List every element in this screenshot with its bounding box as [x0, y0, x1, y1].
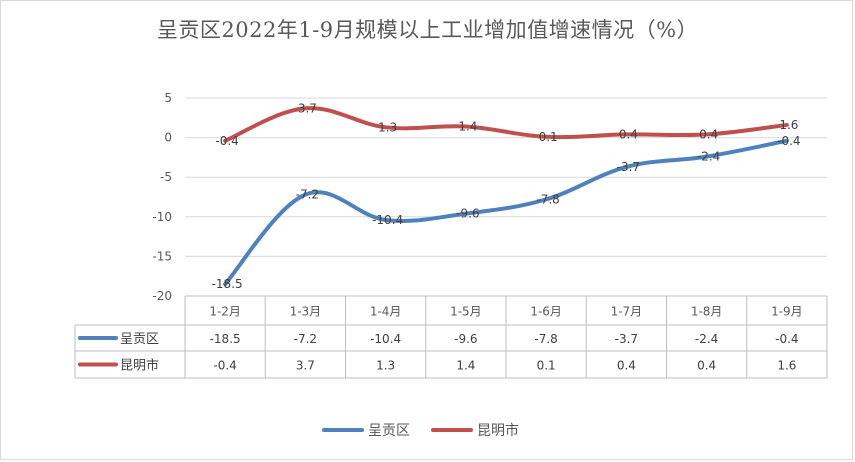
legend: 呈贡区 昆明市 — [0, 420, 855, 440]
data-label: -18.5 — [212, 277, 243, 291]
legend-label: 昆明市 — [477, 423, 519, 439]
x-category-label: 1-2月 — [209, 305, 241, 319]
table-series-name: 呈贡区 — [120, 332, 159, 347]
data-label: 0.4 — [699, 127, 718, 141]
table-cell: -10.4 — [370, 332, 401, 346]
y-tick-label: -15 — [152, 249, 172, 263]
x-category-label: 1-9月 — [771, 305, 803, 319]
data-label: -3.7 — [617, 160, 640, 174]
table-cell: -7.2 — [294, 332, 317, 346]
data-label: 1.4 — [458, 120, 477, 134]
table-cell: 0.1 — [537, 359, 556, 373]
data-label: 1.6 — [779, 118, 798, 132]
series-line-2 — [223, 106, 789, 143]
table-cell: 3.7 — [296, 359, 315, 373]
table-cell: -3.7 — [615, 332, 638, 346]
x-category-label: 1-8月 — [691, 305, 723, 319]
y-tick-label: 5 — [164, 91, 172, 105]
data-label: -2.4 — [697, 150, 720, 164]
y-tick-label: -10 — [152, 210, 172, 224]
data-label: 0.1 — [539, 130, 558, 144]
data-label: -10.4 — [372, 213, 403, 227]
y-tick-label: -5 — [160, 170, 172, 184]
table-cell: -9.6 — [454, 332, 477, 346]
table-cell: -0.4 — [213, 359, 236, 373]
y-tick-label: -20 — [152, 289, 172, 303]
data-label: -0.4 — [777, 134, 800, 148]
table-cell: -0.4 — [775, 332, 798, 346]
data-label: 1.3 — [378, 120, 397, 134]
data-label: -0.4 — [215, 134, 238, 148]
table-cell: 0.4 — [617, 359, 636, 373]
legend-swatch — [322, 428, 364, 432]
x-category-label: 1-7月 — [611, 305, 643, 319]
legend-swatch — [431, 428, 473, 432]
data-label: -7.8 — [536, 192, 559, 206]
table-series-name: 昆明市 — [120, 358, 159, 374]
table-cell: 0.4 — [697, 359, 716, 373]
data-label: -9.6 — [456, 207, 479, 221]
legend-item-series-1: 呈贡区 — [322, 420, 410, 440]
table-cell: -18.5 — [210, 332, 241, 346]
series-line-1 — [223, 138, 789, 287]
data-label: 0.4 — [619, 127, 638, 141]
x-category-label: 1-4月 — [370, 305, 402, 319]
legend-label: 呈贡区 — [368, 423, 410, 439]
data-label: 3.7 — [298, 101, 317, 115]
table-cell: -2.4 — [695, 332, 718, 346]
x-category-label: 1-3月 — [290, 305, 322, 319]
table-cell: -7.8 — [534, 332, 557, 346]
legend-item-series-2: 昆明市 — [431, 420, 519, 440]
x-category-label: 1-5月 — [450, 305, 482, 319]
data-label: -7.2 — [296, 188, 319, 202]
y-tick-label: 0 — [164, 131, 172, 145]
chart-title: 呈贡区2022年1-9月规模以上工业增加值增速情况（%） — [156, 18, 699, 42]
table-cell: 1.3 — [376, 359, 395, 373]
x-category-label: 1-6月 — [530, 305, 562, 319]
table-cell: 1.6 — [777, 359, 796, 373]
table-cell: 1.4 — [456, 359, 475, 373]
